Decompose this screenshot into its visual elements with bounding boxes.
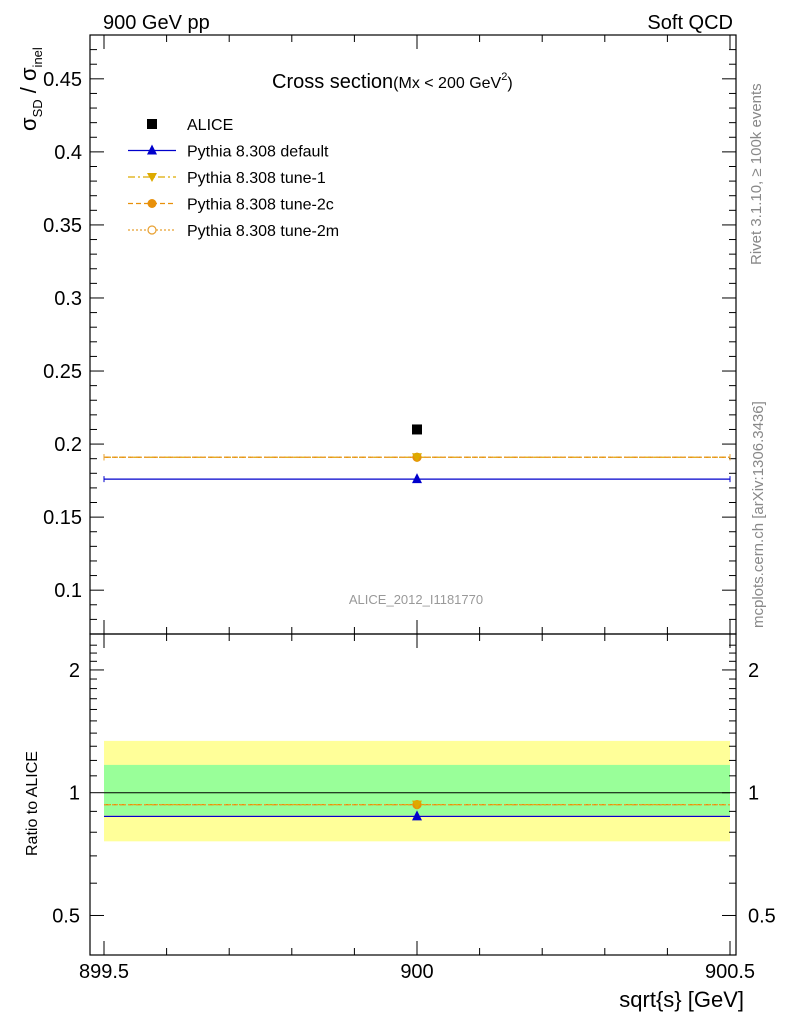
main-x-ticks [103,35,731,634]
analysis-id: ALICE_2012_I1181770 [349,592,483,607]
y-tick-label: 0.35 [43,215,82,237]
ylabel-sigma-inel: σ [16,67,41,81]
main-plot: 0.1 0.15 0.2 0.25 0.3 0.35 0.4 0.45 Cross secti… [16,34,737,635]
ylabel-sub-inel: inel [30,47,45,67]
legend-label: Pythia 8.308 tune-2m [187,223,339,240]
ylabel-sigma-sd: σ [16,117,41,131]
y-tick-label: 0.3 [54,288,82,310]
x-tick-label: 900.5 [705,961,755,983]
y-tick-label: 0.15 [43,507,82,529]
data-point [412,473,422,484]
main-title: Cross section(Mx < 200 GeV2) [272,71,513,93]
legend-marker [147,225,157,235]
legend-marker [147,173,157,182]
title-sup: 2 [501,71,507,83]
y-tick-label: 0.1 [54,580,82,602]
ratio-plot: 0.5 0.51 12 2 899.5 900 900.5 Ratio to ALICE … [24,633,776,1012]
ratio-y-tick-label: 2 [748,660,759,682]
legend-marker [147,144,157,155]
ratio-plot-frame [89,633,737,956]
title-end: ) [507,75,512,92]
x-axis-label: sqrt{s} [GeV] [619,987,744,1012]
data-point [412,453,422,463]
legend-label: Pythia 8.308 default [187,144,329,161]
ratio-data-point [412,810,422,821]
title-sub: (Mx < 200 GeV [393,75,501,92]
header-left-label: 900 GeV pp [103,12,210,34]
mcplots-label: mcplots.cern.ch [arXiv:1306.3436] [750,401,767,628]
legend: ALICE Pythia 8.308 default Pythia 8.308 tu… [128,117,339,240]
ylabel-sub-sd: SD [30,99,45,117]
rivet-label: Rivet 3.1.10, ≥ 100k events [748,83,765,265]
ratio-data-point [412,800,422,810]
data-point [412,424,422,435]
y-tick-label: 0.25 [43,361,82,383]
y-tick-label: 0.2 [54,434,82,456]
legend-label: Pythia 8.308 tune-2c [187,197,334,214]
ratio-y-tick-label: 2 [69,660,80,682]
ratio-y-tick-label: 0.5 [748,905,776,927]
x-tick-label: 899.5 [79,961,129,983]
y-tick-label: 0.4 [54,142,82,164]
main-y-label: σSD / σinel [16,47,45,131]
ratio-bands [104,740,730,842]
title-main: Cross section [272,71,393,93]
ratio-y-label: Ratio to ALICE [24,751,41,856]
legend-marker [147,199,157,208]
ratio-x-ticks: 899.5 900 900.5 [79,634,755,983]
main-series [103,424,731,484]
legend-label: Pythia 8.308 tune-1 [187,170,326,187]
ylabel-slash: / [16,81,41,99]
x-tick-label: 900 [400,961,433,983]
ratio-y-ticks: 0.5 0.5 1 1 2 2 [52,644,776,956]
ratio-series [104,800,730,821]
main-y-ticks: 0.1 0.15 0.2 0.25 0.3 0.35 0.4 0.45 [43,34,736,635]
legend-marker [147,119,157,129]
ratio-y-tick-label: 1 [748,783,759,805]
ratio-y-tick-label: 1 [69,783,80,805]
legend-label: ALICE [187,117,233,134]
y-tick-label: 0.45 [43,69,82,91]
header-right-label: Soft QCD [647,12,733,34]
ratio-y-tick-label: 0.5 [52,905,80,927]
